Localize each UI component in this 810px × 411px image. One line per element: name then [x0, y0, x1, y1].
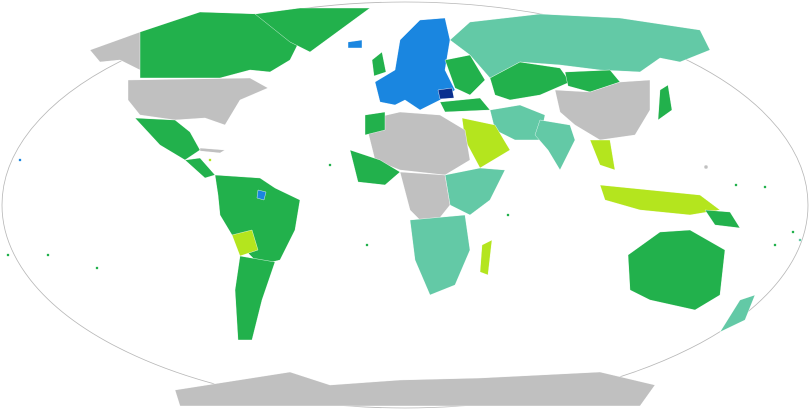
papua-new-guinea	[704, 209, 741, 229]
china	[554, 79, 651, 141]
bulgaria	[437, 87, 455, 100]
southeast-asia	[589, 139, 616, 171]
west-africa	[349, 149, 401, 186]
uk	[371, 51, 387, 77]
morocco	[364, 111, 386, 136]
kazakhstan-central-asia	[489, 61, 571, 101]
bolivia	[231, 229, 259, 257]
india	[534, 119, 576, 171]
indonesia	[599, 184, 721, 216]
greenland	[254, 7, 371, 53]
usa	[127, 77, 269, 126]
canada	[139, 11, 301, 79]
small-islands	[6, 158, 802, 270]
eastern-europe	[444, 54, 486, 96]
japan	[657, 84, 673, 121]
australia	[627, 229, 726, 311]
europe-schengen	[374, 17, 456, 111]
southern-africa	[409, 214, 471, 296]
new-zealand	[719, 294, 756, 333]
south-america-north	[214, 174, 301, 266]
madagascar	[479, 239, 493, 276]
guiana	[256, 189, 267, 201]
iceland	[347, 39, 363, 49]
south-america-south	[234, 255, 276, 341]
cuba	[199, 147, 226, 154]
antarctica	[174, 371, 656, 407]
